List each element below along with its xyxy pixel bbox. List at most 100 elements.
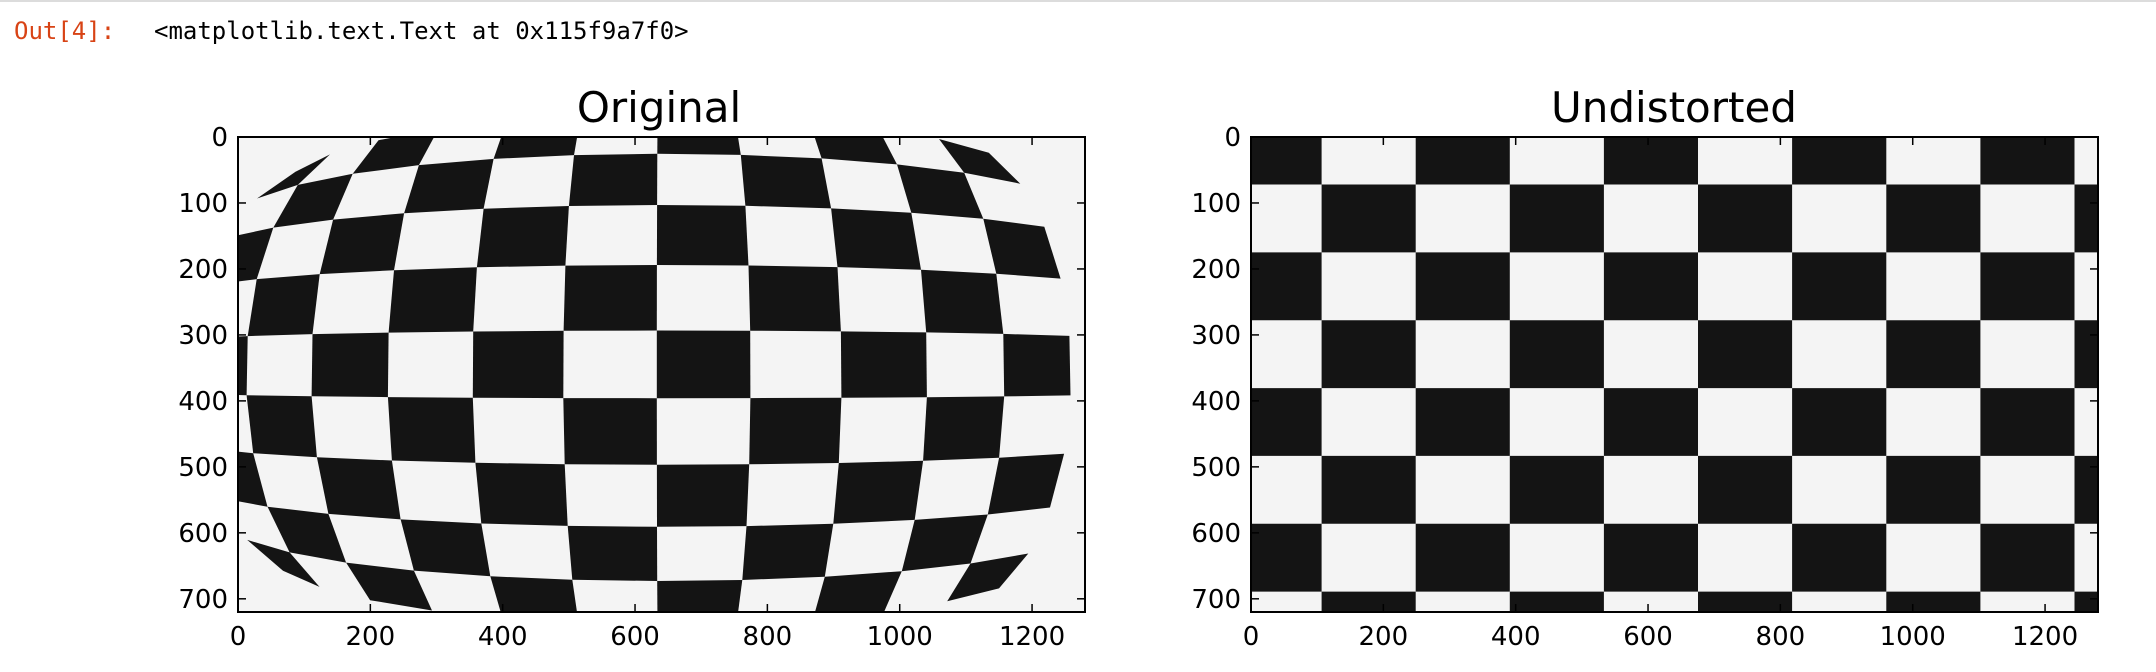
x-tick-label: 0	[230, 622, 247, 652]
checker-square	[983, 218, 1061, 279]
x-axis-ticks: 0 200 400 600 800 1000 1200	[230, 137, 1065, 652]
checker-square	[404, 158, 494, 214]
checker-square	[2074, 184, 2098, 253]
x-tick-label: 600	[610, 622, 660, 652]
y-tick-label: 200	[178, 255, 228, 285]
y-tick-label: 100	[1191, 189, 1241, 219]
checker-square	[1321, 591, 1416, 612]
checker-square	[1698, 455, 1793, 524]
axes-original: Original 0 100 200 300 400 500 600 700 0 200 400 6…	[178, 83, 1086, 652]
checker-square	[238, 451, 268, 507]
checker-square	[1415, 388, 1510, 456]
output-row: Out[4]: <matplotlib.text.Text at 0x115f9…	[14, 14, 689, 48]
checker-square	[247, 539, 320, 587]
checker-square	[1980, 388, 2075, 456]
checker-square	[316, 457, 401, 520]
checker-square	[1886, 184, 1981, 253]
checker-square	[1980, 137, 2075, 185]
checker-square	[815, 571, 902, 612]
x-tick-label: 800	[743, 622, 793, 652]
x-tick-label: 1000	[867, 622, 933, 652]
axes-frame	[237, 136, 1086, 613]
checker-square	[1251, 388, 1322, 456]
checker-square	[475, 462, 568, 526]
checker-square	[987, 453, 1065, 515]
checker-square	[831, 208, 921, 270]
checker-square	[238, 227, 274, 282]
checker-square	[1792, 137, 1887, 185]
output-prompt: Out[4]:	[14, 17, 116, 45]
checker-square	[563, 398, 657, 465]
x-axis-ticks: 0 200 400 600 800 1000 1200	[1243, 137, 2078, 652]
x-tick-label: 1200	[999, 622, 1065, 652]
checker-square	[1886, 320, 1981, 389]
y-tick-label: 200	[1191, 255, 1241, 285]
checker-square	[1698, 320, 1793, 389]
x-tick-label: 1200	[2012, 622, 2078, 652]
x-tick-label: 400	[478, 622, 528, 652]
checker-square	[749, 397, 842, 465]
y-tick-label: 300	[1191, 321, 1241, 351]
checker-square	[1980, 523, 2075, 592]
checker-square	[1698, 591, 1793, 612]
axes-undistorted: Undistorted 0 100 200 300 400 500 600 700 0 200 4…	[1191, 49, 2099, 652]
y-tick-label: 400	[178, 387, 228, 417]
checker-square	[238, 336, 248, 396]
checker-square	[319, 213, 405, 275]
checker-square	[246, 395, 317, 458]
checker-square	[740, 154, 832, 209]
checker-square	[2074, 320, 2098, 389]
y-axis-ticks: 0 100 200 300 400 500 600 700	[1191, 123, 2098, 615]
checker-square	[1603, 137, 1698, 185]
checker-square	[1321, 184, 1416, 253]
checker-square	[656, 330, 751, 399]
y-tick-label: 700	[1191, 585, 1241, 615]
checker-square	[257, 154, 330, 199]
checker-square	[1251, 137, 1322, 185]
checker-square	[1415, 252, 1510, 321]
checker-square	[1509, 591, 1604, 612]
checker-square	[1415, 137, 1510, 185]
checker-square	[311, 332, 389, 398]
checker-square	[657, 580, 743, 612]
checker-square	[563, 265, 657, 331]
checkerboard-image	[1251, 49, 2098, 612]
x-tick-label: 200	[346, 622, 396, 652]
checker-square	[1698, 184, 1793, 253]
checker-square	[1886, 591, 1981, 612]
checker-square	[1792, 388, 1887, 456]
checker-square	[1603, 523, 1698, 592]
y-tick-label: 700	[178, 585, 228, 615]
checker-square	[472, 330, 564, 399]
y-axis-ticks: 0 100 200 300 400 500 600 700	[178, 123, 1085, 615]
checker-square	[923, 396, 1005, 461]
checkerboard-image	[238, 137, 1085, 612]
y-tick-label: 500	[1191, 453, 1241, 483]
checker-square	[1886, 455, 1981, 524]
x-tick-label: 400	[1491, 622, 1541, 652]
checker-square	[1792, 523, 1887, 592]
axes-frame	[1250, 136, 2099, 613]
checker-square	[742, 523, 834, 580]
checker-square	[840, 331, 927, 398]
checker-square	[1003, 333, 1071, 397]
checker-square	[1603, 388, 1698, 456]
checker-square	[1792, 252, 1887, 321]
y-tick-label: 600	[1191, 519, 1241, 549]
checker-square	[567, 525, 658, 581]
y-tick-label: 500	[178, 453, 228, 483]
checker-square	[814, 137, 897, 165]
checker-square	[656, 205, 749, 266]
y-tick-label: 400	[1191, 387, 1241, 417]
checker-square	[2074, 455, 2098, 524]
checker-square	[346, 562, 432, 611]
axes-title: Undistorted	[1551, 83, 1797, 132]
checker-square	[939, 139, 1021, 184]
x-tick-label: 0	[1243, 622, 1260, 652]
checker-square	[921, 269, 1004, 334]
checker-square	[352, 137, 435, 174]
checker-square	[1321, 455, 1416, 524]
checker-square	[1322, 49, 1416, 117]
